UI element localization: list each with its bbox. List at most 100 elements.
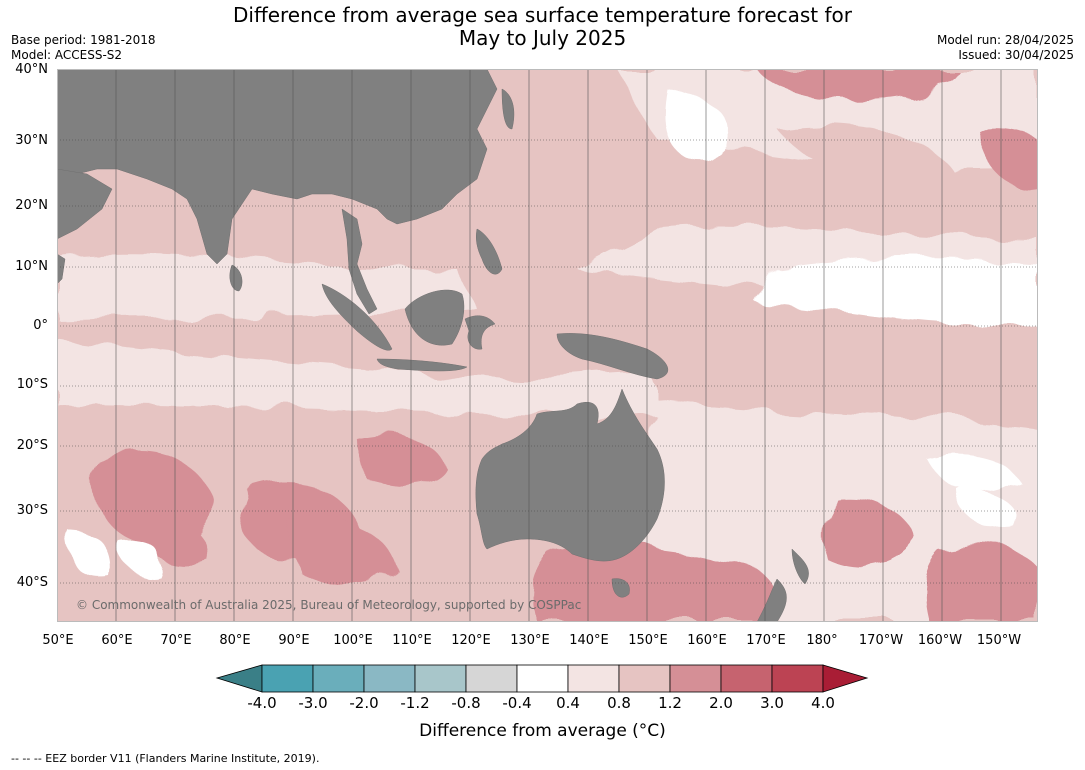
colorbar-segment: [516, 664, 569, 693]
land-masses: [57, 69, 809, 622]
sumatra-land: [321, 283, 393, 351]
lon-label-170e: 170°E: [746, 633, 786, 648]
colorbar-label: Difference from average (°C): [419, 721, 666, 741]
lon-label-80e: 80°E: [219, 633, 251, 648]
map-frame: [57, 69, 1038, 622]
colorbar-tick: 3.0: [760, 694, 784, 712]
colorbar-tick: 2.0: [709, 694, 733, 712]
colorbar-tick: -2.0: [349, 694, 379, 712]
colorbar-segment: [771, 664, 824, 693]
colorbar-tick: 0.4: [556, 694, 580, 712]
lat-label-40s: 40°S: [16, 575, 48, 590]
lon-label-150e: 150°E: [628, 633, 668, 648]
contour-dark-pink-patch: [977, 127, 1038, 190]
colorbar-segment: [720, 664, 773, 693]
lat-label-equator: 0°: [33, 318, 48, 333]
lon-label-150w: 150°W: [976, 633, 1022, 648]
contour-dark-pink-patch: [757, 69, 957, 101]
lon-label-160w: 160°W: [917, 633, 963, 648]
lat-label-20n: 20°N: [15, 198, 48, 213]
colorbar-tick: 4.0: [811, 694, 835, 712]
lat-label-10n: 10°N: [15, 259, 48, 274]
contour-white-patch: [927, 455, 1017, 493]
colorbar-tick: -0.8: [451, 694, 481, 712]
sst-anomaly-map: [57, 69, 1038, 622]
model-run-text: Model run: 28/04/2025: [936, 33, 1074, 47]
lon-label-170w: 170°W: [858, 633, 904, 648]
japan-land: [501, 88, 515, 130]
colorbar-tick: 1.2: [658, 694, 682, 712]
colorbar-tick: -3.0: [298, 694, 328, 712]
map-title: Difference from average sea surface temp…: [0, 4, 1085, 50]
colorbar-segment: [261, 664, 314, 693]
model-text: Model: ACCESS-S2: [11, 48, 123, 62]
issued-text: Issued: 30/04/2025: [958, 48, 1074, 62]
meta-right: Model run: 28/04/2025 Issued: 30/04/2025: [937, 33, 1074, 63]
lat-label-10s: 10°S: [16, 377, 48, 392]
contour-dark-pink-patch: [921, 545, 1038, 622]
contour-dark-pink-patch: [533, 545, 776, 622]
colorbar-segment: [312, 664, 365, 693]
australia-land: [475, 388, 665, 562]
colorbar-arrow-high: [822, 664, 869, 693]
colorbar-segment: [618, 664, 671, 693]
contour-white-patch: [67, 529, 113, 580]
lon-label-130e: 130°E: [510, 633, 550, 648]
new-zealand-south-land: [756, 578, 787, 622]
contour-pink-patch: [777, 125, 957, 187]
lon-label-140e: 140°E: [569, 633, 609, 648]
colorbar-tick: -0.4: [502, 694, 532, 712]
new-zealand-north-land: [791, 548, 809, 585]
lat-label-30n: 30°N: [15, 133, 48, 148]
malay-peninsula-land: [341, 208, 378, 315]
contour-light-band: [57, 339, 657, 416]
colorbar-segment: [567, 664, 620, 693]
contour-white-patch: [957, 489, 1019, 530]
lon-label-100e: 100°E: [333, 633, 373, 648]
lon-label-60e: 60°E: [101, 633, 133, 648]
colorbar-segment: [414, 664, 467, 693]
tasmania-land: [611, 578, 630, 598]
borneo-land: [404, 289, 465, 346]
java-land: [376, 358, 468, 372]
lat-label-20s: 20°S: [16, 438, 48, 453]
sri-lanka-land: [229, 264, 243, 292]
base-period-text: Base period: 1981-2018: [11, 33, 156, 47]
lon-label-50e: 50°E: [42, 633, 74, 648]
lon-label-120e: 120°E: [451, 633, 491, 648]
lon-label-160e: 160°E: [687, 633, 727, 648]
lat-label-30s: 30°S: [16, 503, 48, 518]
africa-coast: [57, 253, 66, 285]
colorbar-tick: -1.2: [400, 694, 430, 712]
contour-white-patch: [117, 538, 160, 575]
contour-white-band: [757, 259, 1038, 327]
meridians: [57, 69, 1002, 622]
philippines-land: [475, 228, 503, 275]
colorbar-tick: 0.8: [607, 694, 631, 712]
sulawesi-land: [464, 315, 496, 350]
colorbar-segment: [669, 664, 722, 693]
contour-dark-pink-patch: [93, 449, 212, 542]
contour-dark-pink-patch: [357, 435, 447, 486]
arabia-land: [57, 168, 113, 240]
eez-border-note: -- -- -- EEZ border V11 (Flanders Marine…: [11, 752, 320, 765]
lat-label-40n: 40°N: [15, 62, 48, 77]
lon-label-90e: 90°E: [278, 633, 310, 648]
contour-dark-pink-patch: [821, 498, 917, 568]
contour-dark-pink-patch: [287, 516, 397, 584]
title-line-2: May to July 2025: [458, 26, 627, 50]
meta-left: Base period: 1981-2018 Model: ACCESS-S2: [11, 33, 156, 63]
title-line-1: Difference from average sea surface temp…: [232, 3, 852, 27]
colorbar-tick: -4.0: [247, 694, 277, 712]
lon-label-70e: 70°E: [160, 633, 192, 648]
lon-label-110e: 110°E: [392, 633, 432, 648]
colorbar-segment: [363, 664, 416, 693]
colorbar: [215, 664, 869, 693]
contour-white-patch: [664, 89, 730, 160]
lon-label-180: 180°: [806, 633, 838, 648]
colorbar-segment: [465, 664, 518, 693]
new-guinea-land: [556, 333, 669, 380]
anomaly-contours: [57, 69, 1038, 622]
colorbar-arrow-low: [215, 664, 263, 693]
asia-mainland: [57, 69, 498, 265]
